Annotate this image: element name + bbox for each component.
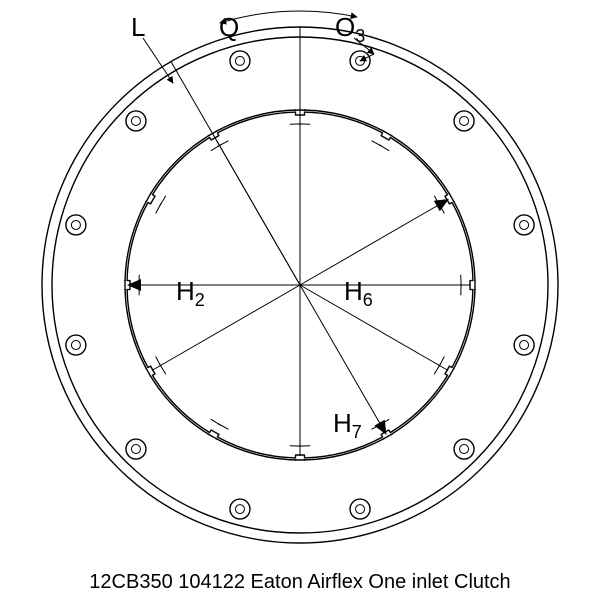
- label-O3: O3: [335, 12, 365, 46]
- diagram-container: LQO3H2H6H7 12CB350 104122 Eaton Airflex …: [0, 0, 600, 600]
- caption: 12CB350 104122 Eaton Airflex One inlet C…: [0, 571, 600, 594]
- label-L: L: [131, 12, 145, 42]
- diagram-svg: LQO3H2H6H7: [0, 0, 600, 600]
- label-Q: Q: [219, 12, 239, 42]
